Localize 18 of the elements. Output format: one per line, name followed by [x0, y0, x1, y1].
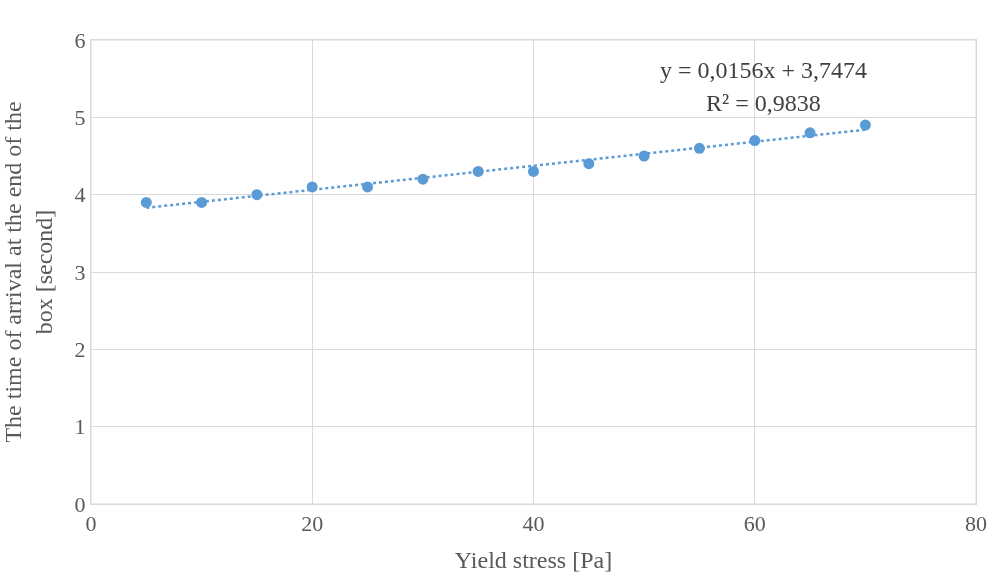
y-tick-label: 5	[74, 105, 86, 131]
y-tick-label: 4	[74, 182, 86, 208]
y-tick-label: 3	[74, 259, 86, 285]
annotation: R² = 0,9838	[706, 90, 821, 116]
y-tick-label: 2	[74, 337, 86, 363]
point	[528, 165, 539, 177]
point	[859, 119, 871, 131]
x-tick-label: 60	[743, 511, 766, 537]
y-tick-label: 6	[74, 27, 86, 53]
y-tick-label: 0	[74, 491, 86, 517]
x-tick-label: 20	[301, 511, 324, 537]
x-axis-title: Yield stress [Pa]	[454, 546, 613, 573]
x-tick-label: 80	[965, 511, 987, 537]
annotation: y = 0,0156x + 3,7474	[660, 57, 868, 83]
point	[140, 196, 152, 208]
y-axis-title: The time of arrival at the end of the box [second]	[0, 101, 58, 443]
x-tick-label: 40	[522, 511, 545, 537]
y-tick-label: 1	[74, 414, 86, 440]
